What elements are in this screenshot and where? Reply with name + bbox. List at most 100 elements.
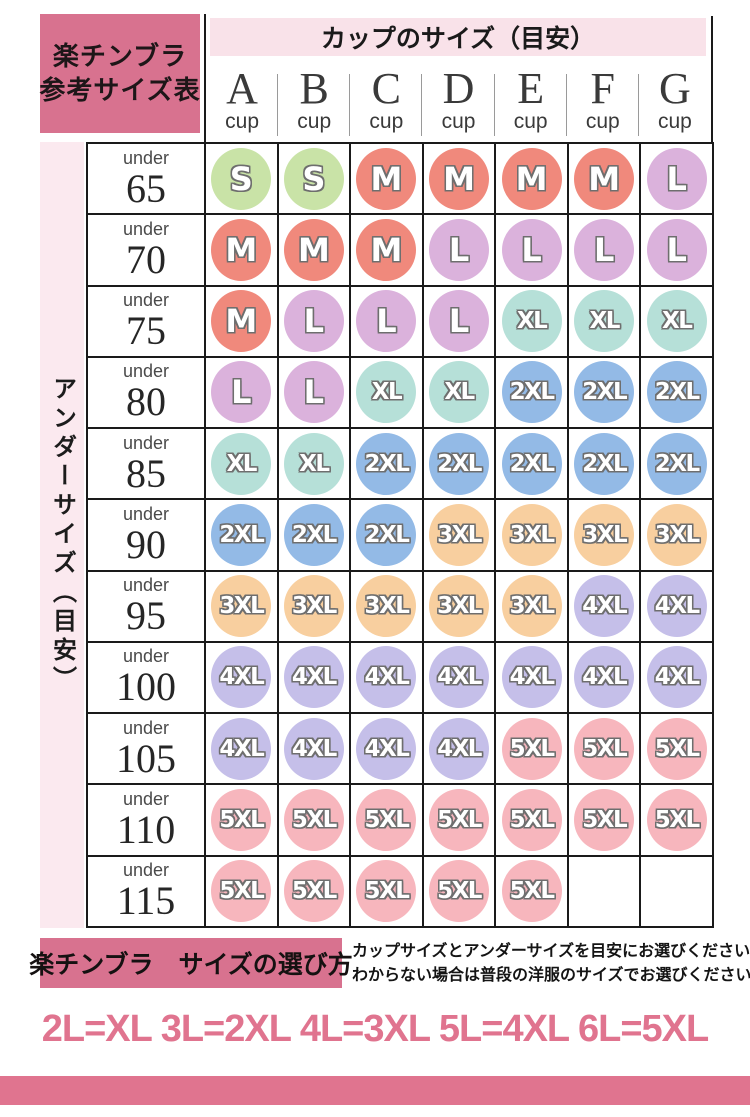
- row-under-prefix: under: [122, 646, 170, 667]
- size-badge: 3XL: [283, 575, 344, 638]
- size-badge: L: [574, 218, 635, 281]
- row-label: under 90: [88, 500, 206, 570]
- size-badge: 5XL: [356, 789, 417, 852]
- row-label: under 110: [88, 785, 206, 855]
- note-block: カップサイズとアンダーサイズを目安にお選びください。 わからない場合は普段の洋服…: [352, 939, 750, 989]
- size-badge: 2XL: [501, 361, 562, 424]
- size-badge: 2XL: [574, 432, 635, 495]
- size-cell: XL: [424, 357, 497, 428]
- cup-size-header: カップのサイズ（目安）: [210, 18, 706, 56]
- size-cell: L: [569, 215, 642, 285]
- row-under-prefix: under: [122, 361, 170, 382]
- size-cell: 4XL: [206, 714, 279, 784]
- size-cell: 5XL: [569, 714, 642, 784]
- size-cell: 4XL: [569, 571, 642, 641]
- row-under-prefix: under: [122, 218, 170, 239]
- size-cell: 3XL: [424, 500, 497, 570]
- size-badge: 4XL: [501, 646, 562, 709]
- size-badge: 4XL: [646, 646, 707, 709]
- size-cell: 3XL: [496, 500, 569, 570]
- row-label: under 65: [88, 144, 206, 214]
- row-under-prefix: under: [122, 503, 170, 524]
- size-badge: L: [646, 147, 707, 210]
- row-under-prefix: under: [122, 290, 170, 311]
- size-cell: 2XL: [496, 429, 569, 499]
- size-badge: M: [211, 290, 272, 353]
- size-cell: 4XL: [424, 714, 497, 784]
- row-under-prefix: under: [122, 789, 170, 810]
- cup-letter: A: [226, 64, 258, 114]
- row-label: under 75: [88, 286, 206, 356]
- size-cell: L: [496, 215, 569, 285]
- size-cell: M: [569, 144, 642, 214]
- size-cell: L: [424, 215, 497, 285]
- size-cell: L: [351, 286, 424, 356]
- size-cell: 4XL: [351, 714, 424, 784]
- size-cell: XL: [496, 286, 569, 356]
- size-badge: 3XL: [574, 503, 635, 566]
- size-cell: 5XL: [496, 856, 569, 926]
- size-cell: XL: [641, 287, 712, 356]
- size-cell: S: [206, 144, 279, 214]
- row-label: under 85: [88, 429, 206, 499]
- size-cell: 5XL: [351, 785, 424, 855]
- size-badge: 4XL: [283, 646, 344, 709]
- size-cell: 3XL: [279, 571, 352, 641]
- size-badge: 3XL: [501, 575, 562, 638]
- size-cell: 4XL: [641, 572, 712, 641]
- size-badge: M: [429, 147, 490, 210]
- size-cell: 4XL: [279, 714, 352, 784]
- cup-letter: G: [659, 64, 691, 114]
- size-badge: 5XL: [501, 717, 562, 780]
- size-cell: 2XL: [496, 357, 569, 428]
- size-cell: 5XL: [496, 785, 569, 855]
- chart-title-line2: 参考サイズ表: [39, 75, 201, 105]
- table-row-under-105: under 105 4XL 4XL 4XL 4XL 5XL 5XL 5XL: [88, 714, 712, 786]
- size-cell: 2XL: [351, 429, 424, 499]
- size-cell: XL: [206, 429, 279, 499]
- how-to-choose-box: 楽チンブラ サイズの選び方: [29, 938, 353, 988]
- size-cell: S: [279, 144, 352, 214]
- size-badge: 5XL: [211, 789, 272, 852]
- size-cell: L: [279, 286, 352, 356]
- row-under-value: 80: [126, 379, 166, 425]
- size-badge: 4XL: [211, 717, 272, 780]
- cup-suffix: cup: [441, 109, 476, 133]
- size-cell: 5XL: [641, 714, 712, 783]
- table-row-under-95: under 95 3XL 3XL 3XL 3XL 3XL 4XL 4XL: [88, 571, 712, 643]
- size-cell: M: [206, 286, 279, 356]
- size-badge: 5XL: [429, 860, 490, 923]
- bottom-accent-bar: [0, 1076, 750, 1105]
- size-badge: 2XL: [429, 432, 490, 495]
- size-badge: L: [211, 361, 272, 424]
- size-badge: 5XL: [646, 789, 707, 852]
- size-cell: 4XL: [351, 642, 424, 713]
- size-badge: XL: [429, 361, 490, 424]
- size-badge: 2XL: [646, 432, 707, 495]
- cup-suffix: cup: [369, 109, 404, 133]
- table-row-under-85: under 85 XL XL 2XL 2XL 2XL 2XL 2XL: [88, 429, 712, 501]
- size-cell: XL: [569, 286, 642, 356]
- size-cell: 3XL: [496, 571, 569, 641]
- size-cell: 3XL: [424, 571, 497, 641]
- size-badge: 2XL: [356, 432, 417, 495]
- under-size-strip: アンダーサイズ（目安）: [40, 142, 84, 928]
- size-badge: 2XL: [356, 503, 417, 566]
- size-badge: 5XL: [501, 860, 562, 923]
- table-row-under-75: under 75 M L L L XL XL XL: [88, 286, 712, 358]
- size-badge: L: [283, 361, 344, 424]
- row-under-value: 70: [126, 236, 166, 282]
- cup-suffix: cup: [585, 109, 620, 133]
- size-cell: 5XL: [206, 856, 279, 926]
- size-cell: 2XL: [351, 500, 424, 570]
- size-badge: 4XL: [574, 646, 635, 709]
- size-cell: 3XL: [206, 571, 279, 641]
- table-row-under-80: under 80 L L XL XL 2XL 2XL 2XL: [88, 357, 712, 430]
- size-badge: M: [211, 218, 272, 281]
- row-under-value: 95: [126, 593, 166, 639]
- row-label: under 80: [88, 357, 206, 428]
- size-cell: 3XL: [351, 571, 424, 641]
